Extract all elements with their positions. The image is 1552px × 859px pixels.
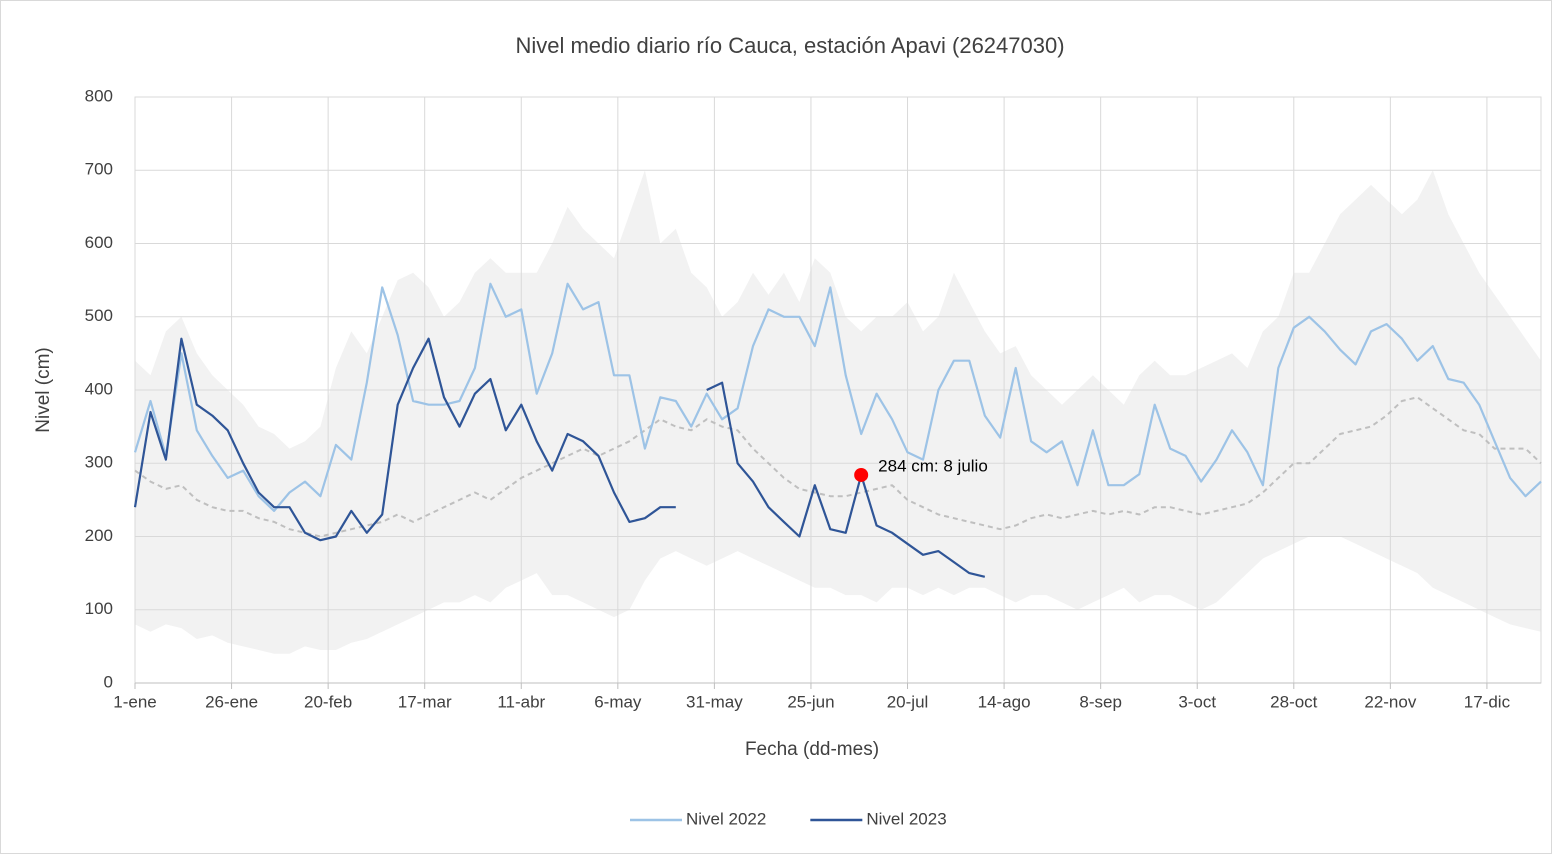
x-tick-label: 17-dic bbox=[1464, 692, 1511, 711]
y-tick-label: 100 bbox=[85, 599, 113, 618]
x-tick-label: 26-ene bbox=[205, 692, 258, 711]
series-line bbox=[133, 282, 1542, 512]
y-tick-label: 500 bbox=[85, 306, 113, 325]
x-tick-label: 1-ene bbox=[113, 692, 156, 711]
series-line bbox=[706, 381, 986, 578]
legend-label: Nivel 2023 bbox=[866, 809, 946, 828]
x-tick-label: 14-ago bbox=[978, 692, 1031, 711]
x-tick-label: 20-jul bbox=[887, 692, 929, 711]
y-axis-label: Nivel (cm) bbox=[33, 347, 54, 433]
range-band bbox=[135, 170, 1541, 654]
legend-label: Nivel 2022 bbox=[686, 809, 766, 828]
x-tick-label: 6-may bbox=[594, 692, 642, 711]
x-tick-label: 3-oct bbox=[1178, 692, 1216, 711]
y-tick-label: 800 bbox=[85, 86, 113, 105]
x-tick-label: 31-may bbox=[686, 692, 743, 711]
y-tick-label: 0 bbox=[104, 672, 113, 691]
series-line bbox=[133, 337, 676, 542]
x-axis-label: Fecha (dd-mes) bbox=[745, 739, 879, 760]
y-tick-label: 200 bbox=[85, 526, 113, 545]
y-tick-label: 400 bbox=[85, 379, 113, 398]
x-tick-label: 11-abr bbox=[497, 692, 545, 711]
annotation-point bbox=[854, 467, 869, 482]
x-tick-label: 28-oct bbox=[1270, 692, 1318, 711]
chart-title: Nivel medio diario río Cauca, estación A… bbox=[515, 33, 1064, 58]
x-tick-label: 20-feb bbox=[304, 692, 352, 711]
y-tick-label: 600 bbox=[85, 233, 113, 252]
mean-line bbox=[134, 396, 1542, 538]
x-tick-label: 22-nov bbox=[1364, 692, 1416, 711]
y-tick-label: 300 bbox=[85, 453, 113, 472]
x-tick-label: 17-mar bbox=[398, 692, 452, 711]
x-tick-label: 8-sep bbox=[1079, 692, 1122, 711]
annotation-label: 284 cm: 8 julio bbox=[878, 456, 988, 475]
y-tick-label: 700 bbox=[85, 160, 113, 179]
x-tick-label: 25-jun bbox=[787, 692, 834, 711]
